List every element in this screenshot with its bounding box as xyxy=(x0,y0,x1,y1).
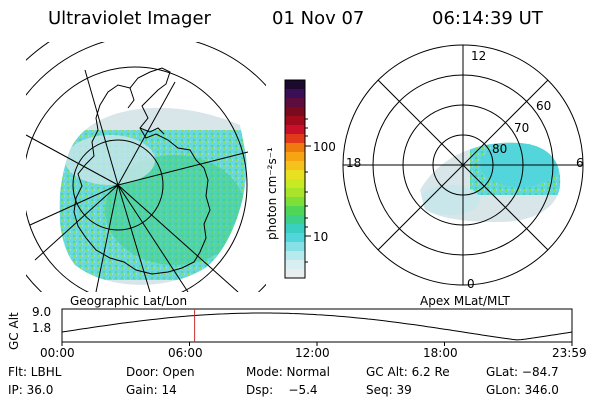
colorbar-cell xyxy=(285,170,305,180)
timeline-xtick-0000: 00:00 xyxy=(40,346,75,360)
colorbar-cell xyxy=(285,125,305,135)
colorbar-cell xyxy=(285,80,305,90)
colorbar-cell xyxy=(285,260,305,270)
colorbar-cell xyxy=(285,179,305,189)
timeline-ytick-1-8: 1.8 xyxy=(32,321,52,335)
colorbar-cell xyxy=(285,197,305,207)
colorbar-cell xyxy=(285,269,305,279)
info-mode: Mode: Normal xyxy=(246,365,330,379)
timeline-xtick-1800: 18:00 xyxy=(423,346,458,360)
mlt-label-6: 6 xyxy=(576,156,584,170)
colorbar-cell xyxy=(285,215,305,225)
longitude-meridians xyxy=(26,69,249,292)
colorbar-cell xyxy=(285,188,305,198)
colorbar-cell xyxy=(285,134,305,144)
aurora-emission-left xyxy=(59,107,247,285)
colorbar-cell xyxy=(285,242,305,252)
colorbar-cell xyxy=(285,161,305,171)
mlt-label-18: 18 xyxy=(346,156,362,170)
timeline-axis-title: GC Alt xyxy=(7,312,21,350)
colorbar-cell xyxy=(285,107,305,117)
mlat-label-70: 70 xyxy=(514,121,530,135)
latitude-rings xyxy=(26,42,266,292)
colorbar-gradient xyxy=(285,80,305,279)
info-dsp: Dsp: −5.4 xyxy=(246,383,318,397)
colorbar-cell xyxy=(285,116,305,126)
altitude-timeline xyxy=(61,308,573,346)
altitude-curve xyxy=(61,312,573,341)
polar-plot-panel xyxy=(342,44,584,286)
info-door: Door: Open xyxy=(126,365,195,379)
colorbar xyxy=(284,79,311,279)
info-seq: Seq: 39 xyxy=(366,383,412,397)
timeline-xtick-0600: 06:00 xyxy=(168,346,203,360)
colorbar-cell xyxy=(285,206,305,216)
timeline-xtick-1200: 12:00 xyxy=(295,346,330,360)
colorbar-cell xyxy=(285,152,305,162)
coastline xyxy=(73,67,211,275)
mlt-label-12: 12 xyxy=(471,49,487,63)
mlat-label-80: 80 xyxy=(492,142,508,156)
colorbar-cell xyxy=(285,224,305,234)
colorbar-cell xyxy=(285,143,305,153)
info-glon: GLon: 346.0 xyxy=(486,383,559,397)
info-gain: Gain: 14 xyxy=(126,383,177,397)
mlat-label-60: 60 xyxy=(536,99,552,113)
date-label: 01 Nov 07 xyxy=(272,8,365,29)
info-glat: GLat: −84.7 xyxy=(486,365,559,379)
geographic-map-panel xyxy=(26,42,266,292)
time-label: 06:14:39 UT xyxy=(432,8,543,29)
mlt-label-0: 0 xyxy=(467,277,475,291)
colorbar-tick-10: 10 xyxy=(313,230,329,244)
timeline-xtick-2359: 23:59 xyxy=(552,346,587,360)
info-filter: Flt: LBHL xyxy=(8,365,62,379)
colorbar-tick-100: 100 xyxy=(313,140,336,154)
apex-caption: Apex MLat/MLT xyxy=(420,294,510,308)
colorbar-cell xyxy=(285,233,305,243)
colorbar-cell xyxy=(285,251,305,261)
colorbar-cell xyxy=(285,98,305,108)
info-gc-alt: GC Alt: 6.2 Re xyxy=(366,365,450,379)
timeline-ytick-9: 9.0 xyxy=(32,305,52,319)
colorbar-cell xyxy=(285,89,305,99)
colorbar-units-label: photon cm⁻²s⁻¹ xyxy=(265,147,279,240)
app-title: Ultraviolet Imager xyxy=(48,8,211,29)
geographic-caption: Geographic Lat/Lon xyxy=(70,294,188,308)
info-ip: IP: 36.0 xyxy=(8,383,54,397)
